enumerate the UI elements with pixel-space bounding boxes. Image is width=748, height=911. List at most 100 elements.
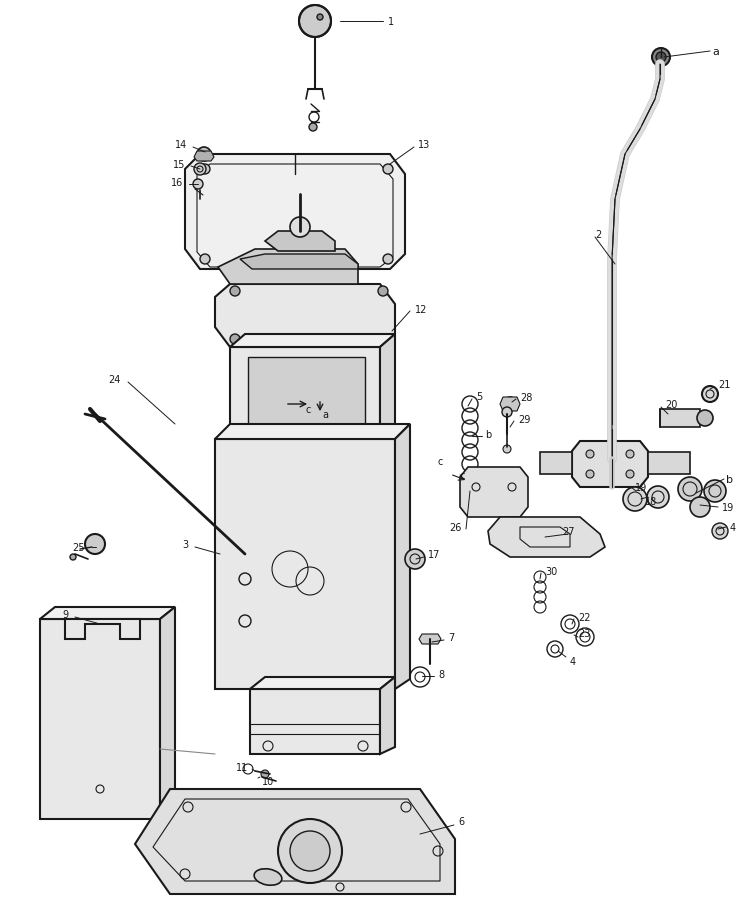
Circle shape bbox=[290, 831, 330, 871]
Circle shape bbox=[194, 164, 206, 176]
Text: 12: 12 bbox=[415, 304, 427, 314]
Circle shape bbox=[85, 535, 105, 555]
Text: c: c bbox=[438, 456, 443, 466]
Polygon shape bbox=[194, 152, 214, 162]
Polygon shape bbox=[40, 608, 175, 619]
Polygon shape bbox=[488, 517, 605, 558]
Circle shape bbox=[586, 470, 594, 478]
Polygon shape bbox=[135, 789, 455, 894]
Text: 2: 2 bbox=[595, 230, 601, 240]
Text: 21: 21 bbox=[718, 380, 730, 390]
Text: 11: 11 bbox=[236, 763, 248, 773]
Polygon shape bbox=[218, 250, 358, 284]
Text: 9: 9 bbox=[62, 609, 68, 619]
Text: b: b bbox=[485, 429, 491, 439]
Circle shape bbox=[299, 6, 331, 38]
Text: 26: 26 bbox=[450, 522, 462, 532]
Circle shape bbox=[317, 15, 323, 21]
Text: 10: 10 bbox=[262, 776, 275, 786]
Text: 20: 20 bbox=[665, 400, 678, 410]
Polygon shape bbox=[215, 439, 395, 690]
Circle shape bbox=[502, 407, 512, 417]
Circle shape bbox=[290, 218, 310, 238]
Text: 15: 15 bbox=[173, 159, 186, 169]
Text: 14: 14 bbox=[175, 140, 187, 149]
Polygon shape bbox=[240, 255, 358, 270]
Circle shape bbox=[261, 770, 269, 778]
Circle shape bbox=[383, 255, 393, 265]
Polygon shape bbox=[248, 358, 365, 435]
Polygon shape bbox=[460, 467, 528, 517]
Polygon shape bbox=[185, 155, 405, 270]
Text: 7: 7 bbox=[448, 632, 454, 642]
Polygon shape bbox=[215, 284, 395, 348]
Circle shape bbox=[193, 179, 203, 189]
Text: 19: 19 bbox=[635, 483, 647, 493]
Polygon shape bbox=[500, 397, 520, 412]
Text: 22: 22 bbox=[578, 612, 590, 622]
Circle shape bbox=[70, 555, 76, 560]
Text: b: b bbox=[726, 475, 734, 485]
Circle shape bbox=[697, 411, 713, 426]
Circle shape bbox=[626, 470, 634, 478]
Circle shape bbox=[383, 165, 393, 175]
Circle shape bbox=[652, 49, 670, 67]
Text: 29: 29 bbox=[518, 415, 530, 425]
Text: 18: 18 bbox=[645, 496, 657, 507]
Polygon shape bbox=[250, 690, 380, 754]
Polygon shape bbox=[230, 348, 380, 439]
Polygon shape bbox=[40, 619, 160, 819]
Circle shape bbox=[503, 445, 511, 454]
Circle shape bbox=[623, 487, 647, 511]
Circle shape bbox=[200, 255, 210, 265]
Circle shape bbox=[197, 148, 211, 162]
Text: 23: 23 bbox=[578, 629, 590, 639]
Circle shape bbox=[656, 53, 666, 63]
Circle shape bbox=[378, 334, 388, 344]
Text: 3: 3 bbox=[182, 539, 188, 549]
Polygon shape bbox=[65, 619, 140, 640]
Text: 5: 5 bbox=[476, 392, 482, 402]
Text: 16: 16 bbox=[171, 178, 183, 188]
Circle shape bbox=[704, 480, 726, 503]
Polygon shape bbox=[395, 425, 410, 690]
Text: 4: 4 bbox=[730, 522, 736, 532]
Text: 6: 6 bbox=[458, 816, 464, 826]
Circle shape bbox=[690, 497, 710, 517]
Circle shape bbox=[712, 524, 728, 539]
Polygon shape bbox=[250, 677, 395, 690]
Polygon shape bbox=[215, 425, 410, 439]
Polygon shape bbox=[380, 677, 395, 754]
Text: 28: 28 bbox=[520, 393, 533, 403]
Text: 17: 17 bbox=[428, 549, 441, 559]
Circle shape bbox=[626, 451, 634, 458]
Polygon shape bbox=[380, 334, 395, 439]
Circle shape bbox=[230, 287, 240, 297]
Polygon shape bbox=[265, 231, 335, 251]
Text: 27: 27 bbox=[562, 527, 574, 537]
Text: 25: 25 bbox=[72, 542, 85, 552]
Circle shape bbox=[702, 386, 718, 403]
Polygon shape bbox=[230, 334, 395, 348]
Text: 8: 8 bbox=[438, 670, 444, 680]
Text: 1: 1 bbox=[388, 17, 394, 27]
Ellipse shape bbox=[254, 869, 282, 885]
Circle shape bbox=[503, 397, 517, 412]
Polygon shape bbox=[419, 634, 441, 644]
Circle shape bbox=[586, 451, 594, 458]
Circle shape bbox=[309, 124, 317, 132]
Circle shape bbox=[378, 287, 388, 297]
Circle shape bbox=[678, 477, 702, 501]
Circle shape bbox=[200, 165, 210, 175]
Polygon shape bbox=[160, 608, 175, 819]
Polygon shape bbox=[660, 410, 700, 427]
Text: a: a bbox=[322, 410, 328, 420]
Text: a: a bbox=[713, 47, 720, 57]
Text: c: c bbox=[459, 470, 465, 480]
Circle shape bbox=[647, 486, 669, 508]
Text: 4: 4 bbox=[570, 656, 576, 666]
Circle shape bbox=[230, 334, 240, 344]
Text: 24: 24 bbox=[108, 374, 120, 384]
Text: 30: 30 bbox=[545, 567, 557, 577]
Text: c: c bbox=[305, 404, 310, 415]
